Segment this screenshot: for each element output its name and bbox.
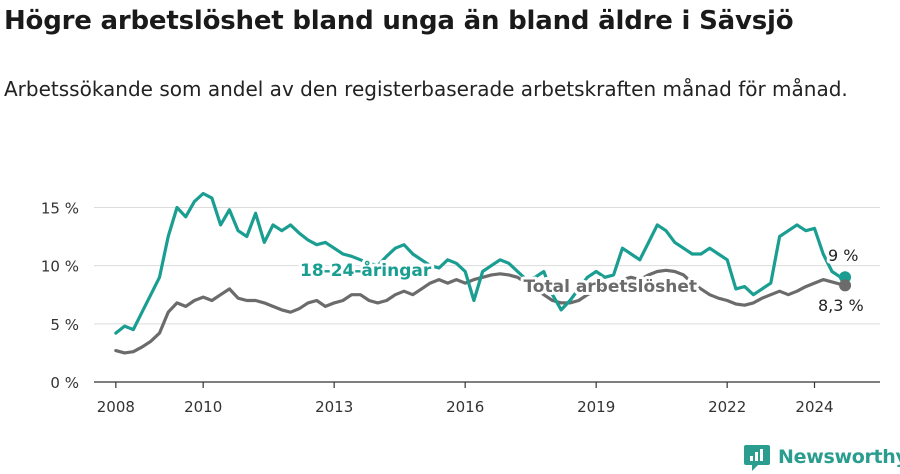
brand-name: Newsworthy	[778, 446, 900, 468]
x-tick-label: 2022	[708, 398, 746, 416]
x-tick-label: 2013	[315, 398, 353, 416]
y-tick-label: 15 %	[41, 199, 79, 217]
y-tick-label: 5 %	[50, 316, 79, 334]
y-tick-label: 10 %	[41, 258, 79, 276]
total-series-label: Total arbetslöshet	[523, 277, 697, 297]
x-tick-label: 2008	[97, 398, 135, 416]
line-chart: 0 % 5 % 10 % 15 % 2008 2010 2013 2016 2019 2022 20…	[0, 0, 900, 474]
brand-logo: Newsworthy	[744, 442, 900, 472]
newsworthy-logo-icon	[744, 442, 770, 472]
x-tick-label: 2016	[446, 398, 484, 416]
youth-series-label: 18-24-åringar	[300, 259, 432, 281]
x-tick-label: 2019	[577, 398, 615, 416]
x-tick-label: 2024	[795, 398, 833, 416]
total-end-point	[839, 279, 851, 291]
x-tick-label: 2010	[184, 398, 222, 416]
total-end-label: 8,3 %	[818, 296, 864, 315]
y-tick-label: 0 %	[50, 374, 79, 392]
youth-series-line	[116, 194, 845, 334]
youth-end-label: 9 %	[828, 246, 858, 265]
